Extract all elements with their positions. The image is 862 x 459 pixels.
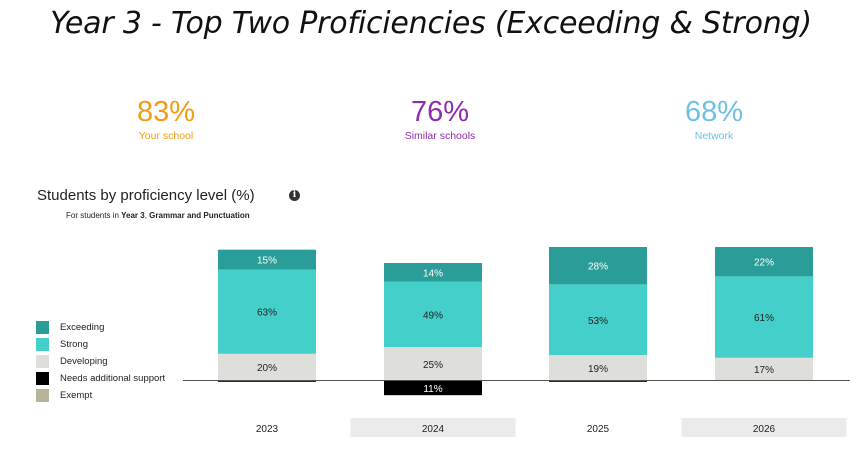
- legend-swatch: [36, 372, 49, 385]
- data-label: 19%: [588, 364, 608, 375]
- stat-similar-schools-value: 76%: [410, 96, 470, 128]
- data-label: 17%: [754, 365, 774, 376]
- bar-segment: [218, 269, 316, 354]
- subtitle-subject: Grammar and Punctuation: [149, 211, 250, 220]
- bar-segment: [218, 380, 316, 382]
- stat-your-school-value: 83%: [136, 96, 196, 128]
- subtitle-year: Year 3: [121, 211, 145, 220]
- bar-segment: [384, 347, 482, 381]
- data-label: 25%: [423, 360, 443, 371]
- data-label: 49%: [423, 310, 443, 321]
- stat-network-label: Network: [694, 130, 734, 142]
- legend-label: Needs additional support: [60, 373, 166, 384]
- x-tick-label: 2025: [587, 424, 610, 435]
- legend-swatch: [36, 389, 49, 402]
- info-icon[interactable]: i: [289, 190, 300, 201]
- bar-segment: [549, 247, 647, 285]
- bar-segment: [549, 380, 647, 382]
- chart-subtitle: For students in Year 3, Grammar and Punc…: [66, 211, 250, 220]
- x-tick-label: 2023: [256, 424, 279, 435]
- data-label: 11%: [423, 384, 442, 395]
- bar-segment: [384, 263, 482, 282]
- bar-segment: [715, 276, 813, 358]
- legend-swatch: [36, 355, 49, 368]
- bar-segment: [715, 247, 813, 277]
- legend-label: Exempt: [60, 390, 93, 401]
- section-title: Students by proficiency level (%): [37, 187, 255, 204]
- legend-label: Developing: [60, 356, 108, 367]
- page-title: Year 3 - Top Two Proficiencies (Exceedin…: [50, 6, 812, 41]
- bar-segment: [549, 284, 647, 356]
- stat-similar-schools: 76% Similar schools: [350, 96, 530, 142]
- bar-segment: [218, 353, 316, 381]
- legend-label: Strong: [60, 339, 88, 350]
- category-band: [681, 418, 847, 437]
- subtitle-sep: ,: [144, 211, 150, 220]
- legend-swatch: [36, 321, 49, 334]
- data-label: 53%: [588, 316, 608, 327]
- bar-segment: [715, 357, 813, 381]
- category-band: [350, 418, 516, 437]
- data-label: 63%: [257, 308, 277, 319]
- data-label: 61%: [754, 313, 774, 324]
- bar-segment: [549, 355, 647, 381]
- legend-label: Exceeding: [60, 322, 105, 333]
- x-tick-label: 2026: [753, 424, 776, 435]
- bar-segment: [218, 249, 316, 270]
- subtitle-prefix: For students in: [66, 211, 122, 220]
- data-label: 22%: [754, 258, 774, 269]
- stat-network-value: 68%: [684, 96, 744, 128]
- stat-similar-schools-label: Similar schools: [404, 130, 476, 142]
- data-label: 28%: [588, 262, 608, 273]
- stat-network: 68% Network: [624, 96, 804, 142]
- data-label: 15%: [257, 256, 277, 267]
- stat-your-school-label: Your school: [138, 130, 194, 142]
- bar-segment: [384, 281, 482, 348]
- data-label: 20%: [257, 363, 277, 374]
- stat-your-school: 83% Your school: [76, 96, 256, 142]
- data-label: 14%: [423, 268, 443, 279]
- bar-segment: [384, 380, 482, 396]
- legend-swatch: [36, 338, 49, 351]
- x-tick-label: 2024: [422, 424, 445, 435]
